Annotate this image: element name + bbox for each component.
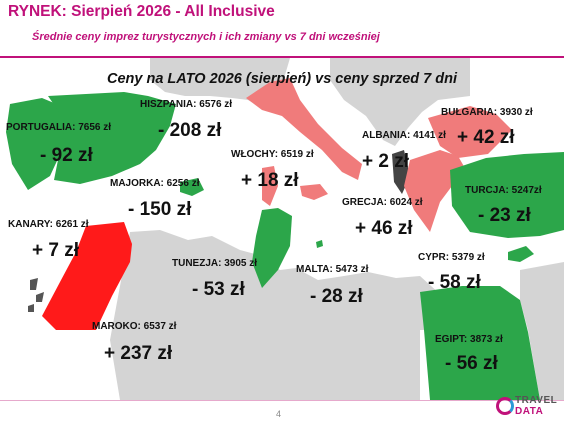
country-majorka (180, 178, 204, 196)
label-albania: ALBANIA: 4141 zł (362, 130, 446, 141)
label-kanary: KANARY: 6261 zł (8, 219, 89, 230)
change-majorka: - 150 zł (128, 199, 192, 220)
country-bulgaria (428, 106, 512, 158)
change-portugalia: - 92 zł (40, 145, 93, 166)
change-grecja: + 46 zł (355, 218, 413, 239)
label-majorka: MAJORKA: 6256 zł (110, 178, 200, 189)
label-portugalia: PORTUGALIA: 7656 zł (6, 122, 112, 133)
country-egipt (420, 286, 540, 400)
land-middle-east (520, 262, 564, 400)
label-bulgaria: BUŁGARIA: 3930 zł (441, 107, 533, 118)
change-kanary: + 7 zł (32, 240, 79, 261)
label-hiszpania: HISZPANIA: 6576 zł (140, 99, 233, 110)
map-title: Ceny na LATO 2026 (sierpień) vs ceny spr… (106, 71, 457, 87)
label-wlochy: WŁOCHY: 6519 zł (231, 149, 314, 160)
change-cypr: - 58 zł (428, 272, 481, 293)
land-north-africa (110, 230, 440, 400)
change-albania: + 2 zł (362, 151, 409, 172)
logo-circle-icon (496, 397, 514, 415)
label-maroko: MAROKO: 6537 zł (92, 321, 177, 332)
country-tunezja (252, 208, 292, 288)
change-malta: - 28 zł (310, 286, 363, 307)
country-hiszpania (48, 92, 176, 184)
island-kanary-3 (28, 304, 34, 312)
slide-subtitle: Średnie ceny imprez turystycznych i ich … (32, 31, 380, 43)
country-malta (316, 240, 323, 248)
footer-divider (0, 400, 564, 401)
change-maroko: + 237 zł (104, 343, 173, 364)
travel-data-logo: TRAVEL DATA (496, 395, 562, 421)
island-kanary-2 (36, 292, 44, 302)
change-turcja: - 23 zł (478, 205, 531, 226)
label-cypr: CYPR: 5379 zł (418, 252, 485, 263)
label-tunezja: TUNEZJA: 3905 zł (172, 258, 258, 269)
country-maroko (42, 222, 132, 330)
change-tunezja: - 53 zł (192, 279, 245, 300)
country-turcja (450, 152, 564, 238)
country-wlochy (246, 78, 362, 180)
logo-text-data: DATA (515, 406, 544, 417)
page-number: 4 (276, 409, 282, 419)
label-turcja: TURCJA: 5247zł (465, 185, 542, 196)
change-egipt: - 56 zł (445, 353, 498, 374)
change-wlochy: + 18 zł (241, 170, 299, 191)
country-cypr (508, 246, 534, 262)
label-egipt: EGIPT: 3873 zł (435, 334, 503, 345)
mediterranean-map (0, 58, 564, 400)
country-portugalia (6, 98, 70, 190)
change-hiszpania: - 208 zł (158, 120, 222, 141)
country-sycylia (300, 184, 328, 200)
header-divider (0, 56, 564, 58)
label-grecja: GRECJA: 6024 zł (342, 197, 423, 208)
logo-text-travel: TRAVEL (515, 395, 558, 406)
label-malta: MALTA: 5473 zł (296, 264, 369, 275)
land-balkans (330, 58, 470, 146)
country-sardynia (262, 166, 278, 206)
change-bulgaria: + 42 zł (457, 127, 515, 148)
island-kanary-1 (30, 278, 38, 290)
slide-title: RYNEK: Sierpień 2026 - All Inclusive (8, 3, 275, 20)
